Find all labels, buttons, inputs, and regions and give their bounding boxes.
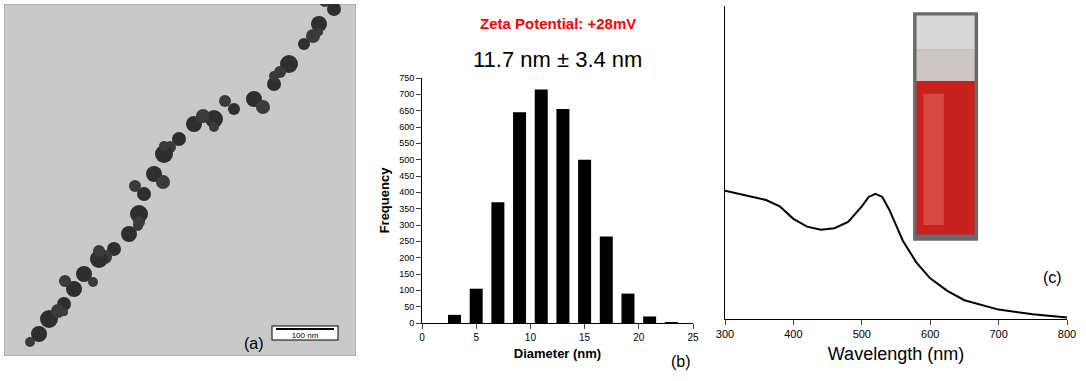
svg-text:700: 700 [399, 89, 414, 99]
svg-text:600: 600 [399, 122, 414, 132]
svg-text:(c): (c) [1043, 269, 1062, 286]
svg-text:0: 0 [419, 332, 425, 343]
svg-text:450: 450 [399, 171, 414, 181]
svg-text:400: 400 [784, 328, 802, 340]
svg-text:100: 100 [399, 285, 414, 295]
svg-text:600: 600 [921, 328, 939, 340]
svg-text:25: 25 [687, 332, 699, 343]
svg-text:100 nm: 100 nm [292, 331, 319, 340]
svg-text:300: 300 [716, 328, 734, 340]
svg-text:50: 50 [404, 302, 414, 312]
svg-text:0: 0 [409, 318, 414, 328]
svg-text:200: 200 [399, 253, 414, 263]
svg-text:(b): (b) [671, 353, 691, 370]
svg-text:750: 750 [399, 73, 414, 83]
svg-text:11.7 nm ± 3.4 nm: 11.7 nm ± 3.4 nm [473, 47, 642, 72]
svg-text:Diameter (nm): Diameter (nm) [514, 346, 601, 361]
svg-text:250: 250 [399, 236, 414, 246]
svg-text:5: 5 [473, 332, 479, 343]
svg-text:20: 20 [633, 332, 645, 343]
svg-text:700: 700 [989, 328, 1007, 340]
svg-text:Wavelength (nm): Wavelength (nm) [828, 344, 964, 364]
svg-text:500: 500 [853, 328, 871, 340]
svg-text:350: 350 [399, 204, 414, 214]
svg-text:150: 150 [399, 269, 414, 279]
svg-text:300: 300 [399, 220, 414, 230]
svg-text:10: 10 [525, 332, 537, 343]
svg-text:550: 550 [399, 138, 414, 148]
svg-text:15: 15 [579, 332, 591, 343]
svg-text:800: 800 [1058, 328, 1076, 340]
svg-text:Zeta Potential: +28mV: Zeta Potential: +28mV [480, 15, 636, 32]
svg-text:650: 650 [399, 106, 414, 116]
svg-text:Frequency: Frequency [377, 167, 392, 234]
svg-text:(a): (a) [244, 335, 264, 352]
svg-text:400: 400 [399, 187, 414, 197]
svg-text:500: 500 [399, 155, 414, 165]
